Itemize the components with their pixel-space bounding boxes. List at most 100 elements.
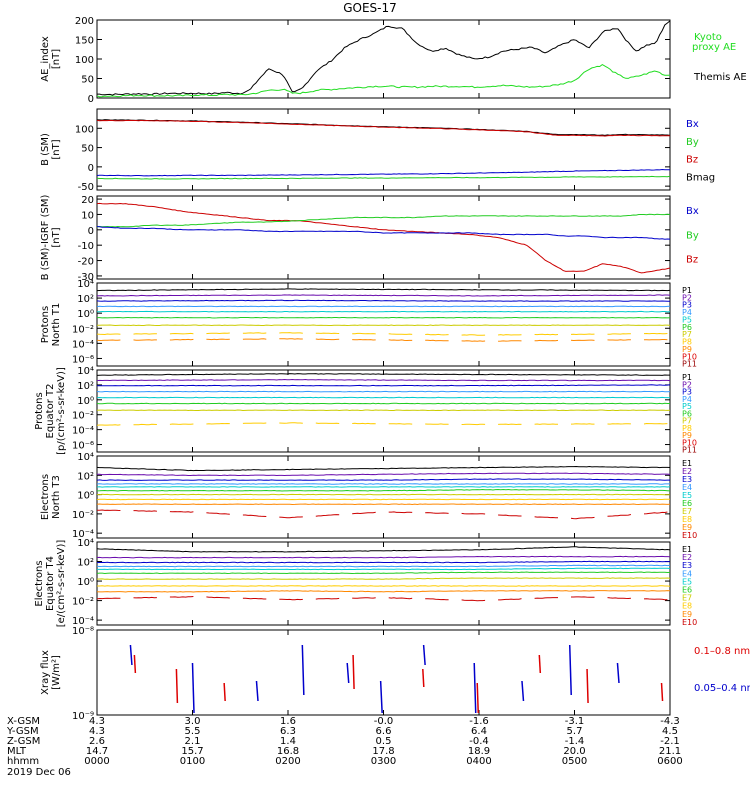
series-line-p3 — [97, 299, 670, 302]
orbit-cell: 2.1 — [185, 736, 201, 747]
orbit-cell: 0400 — [466, 756, 491, 767]
series-line-p3 — [97, 384, 670, 387]
legend-entry: Bx — [686, 119, 699, 130]
orbit-cell: 3.0 — [185, 716, 201, 727]
orbit-cell: -4.3 — [660, 716, 680, 727]
orbit-row-label: hhmm — [7, 756, 39, 767]
y-axis-label: [p/(cm²-s-sr-keV)] — [56, 367, 67, 455]
orbit-cell: 1.6 — [280, 716, 296, 727]
y-tick-label: 0 — [88, 163, 94, 174]
xray-point-short — [255, 680, 259, 702]
orbit-cell: 15.7 — [181, 746, 203, 757]
orbit-cell: 0500 — [562, 756, 587, 767]
y-tick-label: -30 — [78, 272, 94, 283]
legend-entry: E1 — [682, 545, 692, 554]
plot-title: GOES-17 — [343, 1, 397, 15]
xray-point-long — [352, 654, 355, 690]
orbit-row-label: Y-GSM — [6, 726, 39, 737]
xray-point-long — [223, 682, 226, 702]
orbit-cell: -0.4 — [469, 736, 489, 747]
series-line-e10 — [97, 596, 668, 602]
y-tick-label: 10⁰ — [77, 396, 94, 407]
y-tick-label: 50 — [81, 144, 94, 155]
xray-point-long — [538, 654, 542, 674]
y-tick-label: 10⁰ — [77, 577, 94, 588]
legend-entry: P7 — [682, 417, 692, 426]
y-tick-label: 10⁰ — [77, 309, 94, 320]
orbit-table: X-GSMY-GSMZ-GSMMLThhmm4.34.32.614.700003… — [6, 716, 683, 767]
legend-entry: E10 — [682, 531, 697, 540]
series-line-p6 — [97, 316, 670, 319]
orbit-cell: 4.5 — [662, 726, 678, 737]
legend-entry: E9 — [682, 523, 692, 532]
legend-entry: Bz — [686, 255, 698, 266]
y-axis-label: Electrons — [40, 474, 51, 520]
legend-entry: P11 — [682, 360, 697, 369]
y-axis-label: North T1 — [51, 303, 62, 347]
y-tick-label: 10² — [77, 381, 94, 392]
series-line-bx — [97, 226, 670, 240]
y-tick-label: 10⁴ — [77, 366, 94, 377]
legend-entry: P10 — [682, 352, 697, 361]
series-line-e6 — [97, 488, 670, 492]
y-axis-label: [e/(cm²-s-sr-keV)] — [56, 540, 67, 628]
series-line-e8 — [97, 585, 670, 587]
legend-entry: P7 — [682, 330, 692, 339]
xray-point-short — [379, 680, 383, 714]
orbit-cell: -1.4 — [565, 736, 585, 747]
series-line-e3 — [97, 478, 670, 481]
series-line-p8 — [97, 422, 668, 426]
y-tick-label: 100 — [75, 55, 94, 66]
series-line-p1 — [97, 288, 670, 292]
y-tick-label: 10⁴ — [77, 452, 94, 463]
legend-entry: P3 — [682, 301, 692, 310]
panel-e2: 10⁴ 10² 10⁰ 10⁻² 10⁻⁴ Electrons Equator T4 [e/(… — [34, 538, 697, 627]
orbit-cell: -3.1 — [565, 716, 585, 727]
legend-entry: E6 — [682, 586, 692, 595]
y-axis-label: Equator T4 — [45, 556, 56, 611]
y-axis-label: Equator T2 — [45, 384, 56, 439]
data-layer — [97, 546, 670, 602]
y-tick-label: 10² — [77, 558, 94, 569]
legend-entry: P9 — [682, 431, 692, 440]
y-axis-label: [nT] — [51, 227, 62, 247]
data-layer — [97, 202, 670, 274]
orbit-cell: 6.3 — [280, 726, 296, 737]
legend-entry: E5 — [682, 577, 692, 586]
xray-point-short — [301, 644, 305, 696]
orbit-cell: 17.8 — [372, 746, 394, 757]
series-line-e5 — [97, 486, 670, 488]
y-tick-label: 10⁻² — [72, 411, 94, 422]
legend-entry: P10 — [682, 438, 697, 447]
orbit-cell: 4.3 — [89, 716, 105, 727]
series-line-e6 — [97, 571, 670, 575]
series-line-e5 — [97, 567, 670, 571]
legend-entry: E4 — [682, 569, 692, 578]
legend-entry: E7 — [682, 594, 692, 603]
y-axis-label: Protons — [34, 392, 45, 429]
legend-entry: P8 — [682, 424, 692, 433]
legend-entry: By — [686, 137, 699, 148]
orbit-row-label: Z-GSM — [7, 736, 40, 747]
legend-entry: E1 — [682, 459, 692, 468]
legend-entry: E6 — [682, 499, 692, 508]
series-line-e4 — [97, 564, 670, 568]
legend-entry: E3 — [682, 475, 692, 484]
legend-entry: E2 — [682, 467, 692, 476]
y-tick-label: 10⁴ — [77, 538, 94, 549]
xray-point-long — [660, 682, 664, 702]
legend-entry: P1 — [682, 373, 692, 382]
y-tick-label: -50 — [78, 182, 94, 193]
series-line-p6 — [97, 402, 670, 405]
orbit-cell: 20.0 — [563, 746, 585, 757]
y-tick-label: -20 — [78, 257, 94, 268]
y-tick-label: 10⁻⁹ — [72, 711, 94, 722]
y-tick-label: 10⁴ — [77, 279, 94, 290]
y-axis-label: Xray flux — [40, 650, 51, 695]
series-line-bz — [97, 119, 670, 137]
data-layer — [129, 644, 664, 714]
panel-xray: 10⁻⁸ 10⁻⁹ Xray flux [W/m²] 0.1–0.8 nm 0.05–0.… — [40, 626, 750, 722]
orbit-cell: 5.7 — [567, 726, 583, 737]
